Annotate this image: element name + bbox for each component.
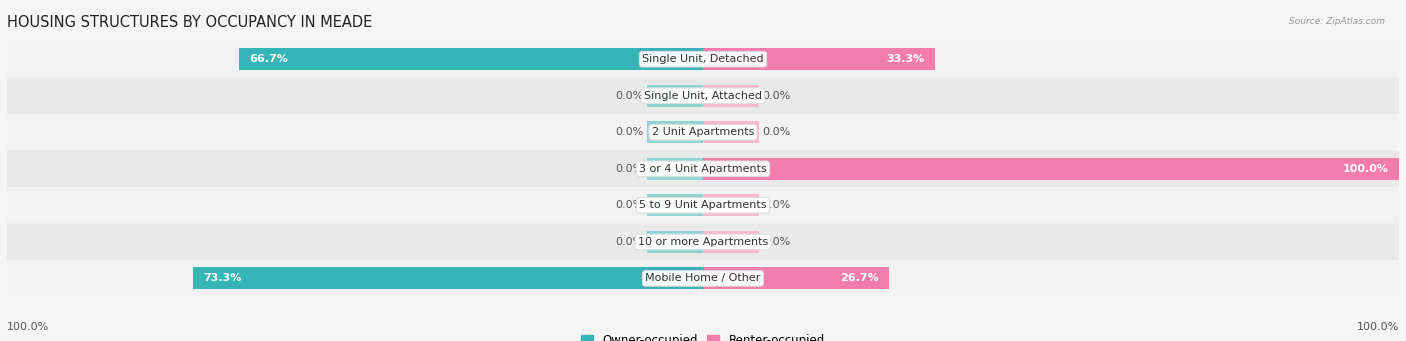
Text: Single Unit, Detached: Single Unit, Detached — [643, 54, 763, 64]
Bar — [647, 231, 703, 253]
Text: Source: ZipAtlas.com: Source: ZipAtlas.com — [1289, 17, 1385, 26]
Bar — [703, 121, 759, 143]
Text: 100.0%: 100.0% — [1343, 164, 1389, 174]
Text: 5 to 9 Unit Apartments: 5 to 9 Unit Apartments — [640, 200, 766, 210]
Bar — [647, 158, 703, 180]
Text: 0.0%: 0.0% — [616, 127, 644, 137]
Text: 3 or 4 Unit Apartments: 3 or 4 Unit Apartments — [640, 164, 766, 174]
Text: 0.0%: 0.0% — [762, 91, 790, 101]
FancyBboxPatch shape — [7, 41, 1399, 77]
Text: 33.3%: 33.3% — [886, 54, 924, 64]
Text: 10 or more Apartments: 10 or more Apartments — [638, 237, 768, 247]
Bar — [703, 194, 759, 216]
FancyBboxPatch shape — [7, 150, 1399, 187]
Text: 0.0%: 0.0% — [616, 200, 644, 210]
Text: 2 Unit Apartments: 2 Unit Apartments — [652, 127, 754, 137]
Bar — [703, 158, 1399, 180]
Bar — [703, 48, 935, 70]
Bar — [647, 194, 703, 216]
FancyBboxPatch shape — [7, 187, 1399, 224]
Text: 0.0%: 0.0% — [762, 200, 790, 210]
Text: 66.7%: 66.7% — [249, 54, 288, 64]
Bar — [703, 85, 759, 107]
Bar — [703, 231, 759, 253]
FancyBboxPatch shape — [7, 114, 1399, 150]
Bar — [647, 121, 703, 143]
FancyBboxPatch shape — [7, 77, 1399, 114]
Text: 0.0%: 0.0% — [616, 91, 644, 101]
Text: 0.0%: 0.0% — [616, 164, 644, 174]
Text: 73.3%: 73.3% — [204, 273, 242, 283]
Text: 100.0%: 100.0% — [1357, 322, 1399, 332]
Text: 0.0%: 0.0% — [762, 237, 790, 247]
Bar — [647, 85, 703, 107]
FancyBboxPatch shape — [7, 260, 1399, 297]
FancyBboxPatch shape — [7, 224, 1399, 260]
Bar — [193, 267, 703, 290]
Text: 0.0%: 0.0% — [616, 237, 644, 247]
Text: 100.0%: 100.0% — [7, 322, 49, 332]
Bar — [703, 267, 889, 290]
Legend: Owner-occupied, Renter-occupied: Owner-occupied, Renter-occupied — [581, 334, 825, 341]
Bar — [239, 48, 703, 70]
Text: 0.0%: 0.0% — [762, 127, 790, 137]
Text: Mobile Home / Other: Mobile Home / Other — [645, 273, 761, 283]
Text: 26.7%: 26.7% — [839, 273, 879, 283]
Text: Single Unit, Attached: Single Unit, Attached — [644, 91, 762, 101]
Text: HOUSING STRUCTURES BY OCCUPANCY IN MEADE: HOUSING STRUCTURES BY OCCUPANCY IN MEADE — [7, 15, 373, 30]
